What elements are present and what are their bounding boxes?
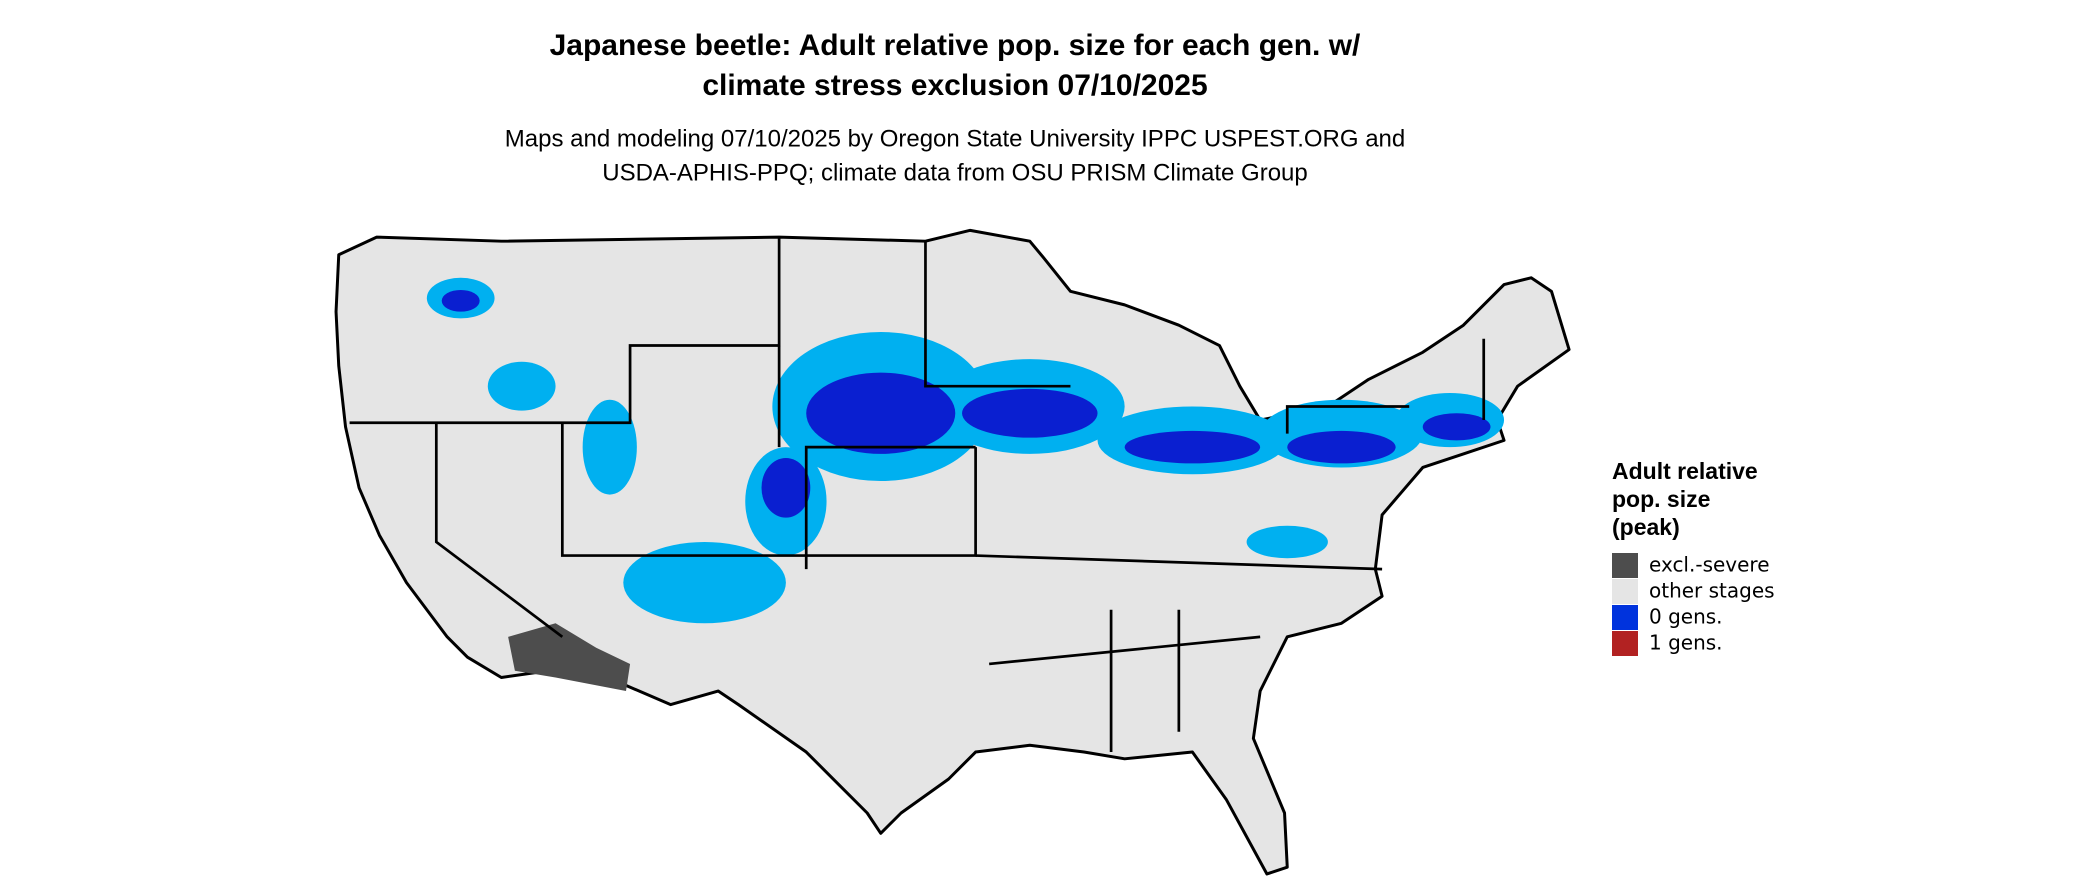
legend-swatch [1612,579,1638,604]
legend-title: Adult relative [1612,458,1758,484]
range-dark [441,289,1491,518]
legend-label: other stages [1649,579,1775,603]
legend-title: pop. size [1612,486,1710,512]
excluded-area [508,623,631,692]
subtitle: USDA-APHIS-PPQ; climate data from OSU PR… [602,159,1308,186]
map [334,228,1571,876]
legend-label: excl.-severe [1649,553,1770,577]
state-lines [349,237,1486,753]
legend-swatch [1612,553,1638,578]
title: Japanese beetle: Adult relative pop. siz… [550,29,1361,62]
legend-label: 1 gens. [1649,631,1723,655]
title: climate stress exclusion 07/10/2025 [702,69,1207,102]
legend-swatch [1612,631,1638,656]
legend-swatch [1612,605,1638,630]
legend-label: 0 gens. [1649,605,1723,629]
legend-title: (peak) [1612,514,1680,540]
subtitle: Maps and modeling 07/10/2025 by Oregon S… [505,125,1405,152]
